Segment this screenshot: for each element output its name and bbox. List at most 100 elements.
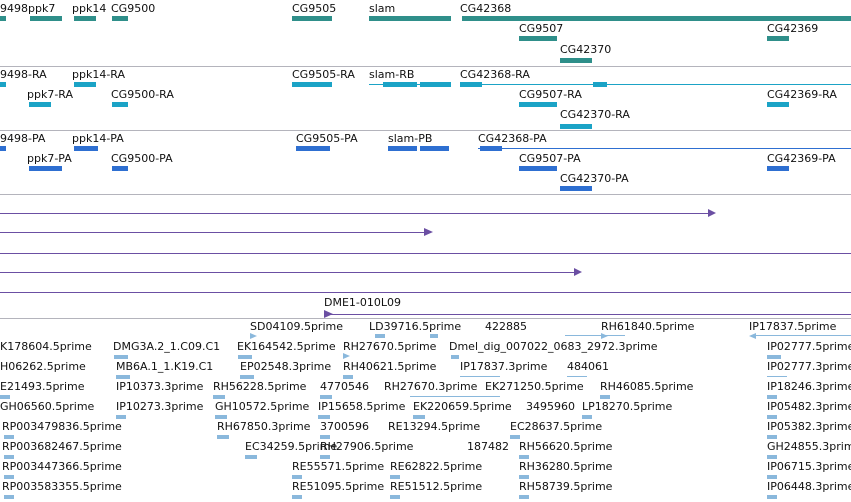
est-glyph[interactable] bbox=[519, 455, 529, 459]
clone-span[interactable] bbox=[0, 213, 712, 214]
est-glyph[interactable] bbox=[114, 355, 128, 359]
est-glyph[interactable] bbox=[0, 395, 10, 399]
protein-glyph[interactable] bbox=[74, 146, 98, 151]
protein-label[interactable]: 9498-PA bbox=[0, 132, 46, 145]
est-glyph[interactable] bbox=[767, 355, 781, 359]
est-glyph[interactable] bbox=[519, 495, 529, 499]
est-label[interactable]: EK220659.5prime bbox=[413, 400, 512, 413]
est-label[interactable]: RE51095.5prime bbox=[292, 480, 385, 493]
est-label[interactable]: IP17837.5prime bbox=[749, 320, 837, 333]
transcript-glyph[interactable] bbox=[0, 82, 6, 87]
transcript-glyph[interactable] bbox=[593, 82, 607, 87]
est-glyph[interactable] bbox=[567, 376, 587, 377]
est-glyph[interactable] bbox=[749, 333, 756, 339]
est-glyph[interactable] bbox=[4, 455, 14, 459]
est-label[interactable]: SD04109.5prime bbox=[250, 320, 343, 333]
est-label[interactable]: E21493.5prime bbox=[0, 380, 85, 393]
est-label[interactable]: IP06715.3prime bbox=[767, 460, 851, 473]
gene-glyph[interactable] bbox=[462, 16, 851, 21]
est-label[interactable]: IP10373.3prime bbox=[116, 380, 204, 393]
est-glyph[interactable] bbox=[217, 435, 229, 439]
transcript-glyph[interactable] bbox=[420, 82, 451, 87]
est-label[interactable]: LD39716.5prime bbox=[369, 320, 462, 333]
est-glyph[interactable] bbox=[767, 376, 787, 377]
transcript-glyph[interactable] bbox=[383, 82, 417, 87]
est-label[interactable]: LP18270.5prime bbox=[582, 400, 673, 413]
est-label[interactable]: 3700596 bbox=[320, 420, 369, 433]
gene-label[interactable]: 9498 bbox=[0, 2, 28, 15]
protein-label[interactable]: CG9500-PA bbox=[111, 152, 173, 165]
est-label[interactable]: Dmel_dig_007022_0683_2972.3prime bbox=[449, 340, 658, 353]
est-label[interactable]: RH27670.5prime bbox=[343, 340, 437, 353]
est-label[interactable]: K178604.5prime bbox=[0, 340, 92, 353]
est-glyph[interactable] bbox=[343, 375, 353, 379]
est-label[interactable]: RH27906.5prime bbox=[320, 440, 414, 453]
est-glyph[interactable] bbox=[375, 334, 385, 338]
est-glyph[interactable] bbox=[767, 455, 777, 459]
est-label[interactable]: RP003583355.5prime bbox=[2, 480, 122, 493]
est-label[interactable]: EK164542.5prime bbox=[237, 340, 336, 353]
gene-label[interactable]: slam bbox=[369, 2, 396, 15]
est-label[interactable]: RH67850.3prime bbox=[217, 420, 311, 433]
est-label[interactable]: 4770546 bbox=[320, 380, 369, 393]
est-label[interactable]: H06262.5prime bbox=[0, 360, 86, 373]
protein-glyph[interactable] bbox=[296, 146, 330, 151]
protein-label[interactable]: CG42369-PA bbox=[767, 152, 836, 165]
est-label[interactable]: EK271250.5prime bbox=[485, 380, 584, 393]
est-glyph[interactable] bbox=[601, 333, 608, 339]
gene-label[interactable]: CG9507 bbox=[519, 22, 564, 35]
est-glyph[interactable] bbox=[292, 495, 302, 499]
transcript-label[interactable]: CG9507-RA bbox=[519, 88, 582, 101]
protein-label[interactable]: ppk14-PA bbox=[72, 132, 124, 145]
est-glyph[interactable] bbox=[767, 495, 777, 499]
transcript-glyph[interactable] bbox=[460, 82, 482, 87]
est-glyph[interactable] bbox=[390, 495, 400, 499]
est-glyph[interactable] bbox=[4, 495, 14, 499]
est-label[interactable]: 484061 bbox=[567, 360, 609, 373]
est-glyph[interactable] bbox=[318, 415, 330, 419]
clone-span[interactable] bbox=[0, 292, 851, 293]
clone-span[interactable] bbox=[0, 232, 430, 233]
protein-glyph[interactable] bbox=[560, 186, 592, 191]
est-glyph[interactable] bbox=[767, 475, 777, 479]
transcript-glyph[interactable] bbox=[74, 82, 96, 87]
transcript-label[interactable]: CG42369-RA bbox=[767, 88, 837, 101]
est-glyph[interactable] bbox=[430, 334, 438, 338]
est-label[interactable]: GH06560.5prime bbox=[0, 400, 95, 413]
est-glyph[interactable] bbox=[116, 375, 130, 379]
est-label[interactable]: RE55571.5prime bbox=[292, 460, 385, 473]
transcript-label[interactable]: CG9505-RA bbox=[292, 68, 355, 81]
est-label[interactable]: RH46085.5prime bbox=[600, 380, 694, 393]
transcript-label[interactable]: CG42368-RA bbox=[460, 68, 530, 81]
transcript-glyph[interactable] bbox=[560, 124, 592, 129]
clone-span[interactable] bbox=[324, 314, 851, 315]
gene-label[interactable]: CG42369 bbox=[767, 22, 819, 35]
gene-glyph[interactable] bbox=[767, 36, 789, 41]
est-glyph[interactable] bbox=[451, 355, 459, 359]
gene-label[interactable]: CG42370 bbox=[560, 43, 612, 56]
gene-glyph[interactable] bbox=[30, 16, 62, 21]
protein-label[interactable]: CG9505-PA bbox=[296, 132, 358, 145]
est-label[interactable]: RP003682467.5prime bbox=[2, 440, 122, 453]
transcript-glyph[interactable] bbox=[519, 102, 557, 107]
est-glyph[interactable] bbox=[215, 415, 227, 419]
gene-glyph[interactable] bbox=[369, 16, 451, 21]
est-label[interactable]: IP05382.3prime bbox=[767, 420, 851, 433]
est-label[interactable]: RH36280.5prime bbox=[519, 460, 613, 473]
est-glyph[interactable] bbox=[413, 415, 425, 419]
protein-label[interactable]: ppk7-PA bbox=[27, 152, 72, 165]
est-label[interactable]: GH10572.5prime bbox=[215, 400, 310, 413]
est-label[interactable]: DMG3A.2_1.C09.C1 bbox=[113, 340, 221, 353]
transcript-glyph[interactable] bbox=[112, 102, 128, 107]
protein-glyph[interactable] bbox=[0, 146, 6, 151]
est-label[interactable]: RE51512.5prime bbox=[390, 480, 483, 493]
est-label[interactable]: IP10273.3prime bbox=[116, 400, 204, 413]
est-glyph[interactable] bbox=[320, 455, 330, 459]
est-label[interactable]: RP003479836.5prime bbox=[2, 420, 122, 433]
est-label[interactable]: RH58739.5prime bbox=[519, 480, 613, 493]
est-glyph[interactable] bbox=[320, 435, 330, 439]
est-glyph[interactable] bbox=[245, 455, 257, 459]
protein-glyph[interactable] bbox=[29, 166, 62, 171]
clone-label[interactable]: DME1-010L09 bbox=[324, 296, 401, 309]
est-glyph[interactable] bbox=[320, 395, 332, 399]
